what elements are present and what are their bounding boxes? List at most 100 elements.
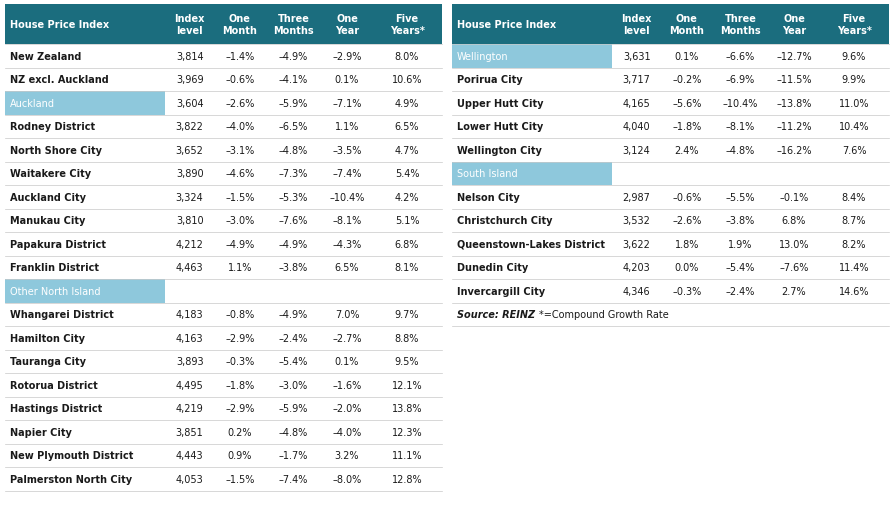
Text: –0.3%: –0.3%	[225, 357, 254, 367]
Text: 8.0%: 8.0%	[395, 52, 419, 62]
Text: –4.9%: –4.9%	[225, 239, 254, 249]
Text: Hastings District: Hastings District	[10, 403, 102, 414]
Text: 3,717: 3,717	[623, 75, 650, 85]
Text: Napier City: Napier City	[10, 427, 72, 437]
Text: –2.4%: –2.4%	[726, 286, 755, 296]
Text: –4.8%: –4.8%	[726, 145, 755, 156]
Bar	[165, 279, 442, 303]
Bar	[5, 92, 165, 115]
Text: 0.9%: 0.9%	[228, 450, 252, 461]
Text: New Zealand: New Zealand	[10, 52, 82, 62]
Bar	[5, 350, 442, 373]
Text: One
Year: One Year	[335, 14, 359, 36]
Text: –5.4%: –5.4%	[726, 263, 755, 273]
Text: Wellington City: Wellington City	[457, 145, 542, 156]
Bar	[452, 139, 889, 162]
Text: 12.8%: 12.8%	[392, 474, 422, 484]
Text: –1.8%: –1.8%	[225, 380, 254, 390]
Bar	[452, 256, 889, 279]
Bar	[5, 303, 442, 326]
Text: 3,124: 3,124	[623, 145, 650, 156]
Text: 3,652: 3,652	[176, 145, 203, 156]
Text: Nelson City: Nelson City	[457, 192, 520, 203]
Text: 4,495: 4,495	[176, 380, 203, 390]
Text: –0.8%: –0.8%	[225, 310, 254, 320]
Text: –7.6%: –7.6%	[279, 216, 308, 226]
Text: 3,532: 3,532	[623, 216, 650, 226]
Bar	[611, 162, 889, 186]
Text: –8.1%: –8.1%	[332, 216, 362, 226]
Text: 3,324: 3,324	[176, 192, 203, 203]
Text: 7.0%: 7.0%	[335, 310, 359, 320]
Bar	[452, 45, 611, 68]
Text: –1.5%: –1.5%	[225, 474, 254, 484]
Text: 3,631: 3,631	[623, 52, 650, 62]
Text: Invercargill City: Invercargill City	[457, 286, 545, 296]
Text: –1.7%: –1.7%	[279, 450, 308, 461]
Text: 8.4%: 8.4%	[842, 192, 866, 203]
Text: Whangarei District: Whangarei District	[10, 310, 114, 320]
Text: 6.5%: 6.5%	[335, 263, 359, 273]
Text: 13.8%: 13.8%	[392, 403, 422, 414]
Text: South Island: South Island	[457, 169, 518, 179]
Text: –2.9%: –2.9%	[332, 52, 362, 62]
Bar	[5, 5, 442, 490]
Text: 9.6%: 9.6%	[842, 52, 866, 62]
Text: 12.1%: 12.1%	[392, 380, 422, 390]
Text: –0.6%: –0.6%	[225, 75, 254, 85]
Text: 3,890: 3,890	[176, 169, 203, 179]
Bar	[452, 279, 889, 303]
Bar	[5, 326, 442, 350]
Text: Three
Months: Three Months	[720, 14, 761, 36]
Text: –1.4%: –1.4%	[225, 52, 254, 62]
Text: 4.7%: 4.7%	[395, 145, 419, 156]
Text: 6.8%: 6.8%	[782, 216, 806, 226]
Text: –7.6%: –7.6%	[780, 263, 809, 273]
Text: 4,219: 4,219	[176, 403, 203, 414]
Text: New Plymouth District: New Plymouth District	[10, 450, 134, 461]
Text: 4,165: 4,165	[623, 98, 650, 109]
Bar	[452, 209, 889, 232]
Text: –6.6%: –6.6%	[726, 52, 755, 62]
Text: 0.1%: 0.1%	[335, 75, 359, 85]
Text: Upper Hutt City: Upper Hutt City	[457, 98, 544, 109]
Text: 2.4%: 2.4%	[675, 145, 699, 156]
Text: 3,893: 3,893	[176, 357, 203, 367]
Text: Five
Years*: Five Years*	[390, 14, 425, 36]
Text: 5.1%: 5.1%	[395, 216, 419, 226]
Bar	[452, 115, 889, 139]
Text: –6.9%: –6.9%	[726, 75, 755, 85]
Text: 14.6%: 14.6%	[839, 286, 869, 296]
Text: NZ excl. Auckland: NZ excl. Auckland	[10, 75, 108, 85]
Text: 4,346: 4,346	[623, 286, 650, 296]
Text: 3.2%: 3.2%	[335, 450, 359, 461]
Text: 0.0%: 0.0%	[675, 263, 699, 273]
Text: –0.1%: –0.1%	[780, 192, 808, 203]
Text: 9.5%: 9.5%	[395, 357, 419, 367]
Text: Lower Hutt City: Lower Hutt City	[457, 122, 543, 132]
Text: Source: REINZ: Source: REINZ	[457, 310, 535, 320]
Bar	[5, 5, 442, 45]
Text: 1.8%: 1.8%	[675, 239, 699, 249]
Text: –11.5%: –11.5%	[776, 75, 812, 85]
Bar	[5, 186, 442, 209]
Text: –4.9%: –4.9%	[279, 239, 308, 249]
Text: Auckland: Auckland	[10, 98, 55, 109]
Text: –6.5%: –6.5%	[279, 122, 308, 132]
Text: –2.4%: –2.4%	[279, 333, 308, 343]
Bar	[5, 279, 165, 303]
Text: 4,053: 4,053	[176, 474, 203, 484]
Text: One
Month: One Month	[669, 14, 704, 36]
Text: –5.6%: –5.6%	[672, 98, 702, 109]
Text: 9.9%: 9.9%	[842, 75, 866, 85]
Bar	[5, 373, 442, 397]
Text: –3.0%: –3.0%	[279, 380, 308, 390]
Text: Waitakere City: Waitakere City	[10, 169, 91, 179]
Text: –11.2%: –11.2%	[776, 122, 812, 132]
Text: –0.3%: –0.3%	[672, 286, 702, 296]
Text: Dunedin City: Dunedin City	[457, 263, 529, 273]
Text: 9.7%: 9.7%	[395, 310, 419, 320]
Bar	[5, 45, 442, 68]
Text: 1.1%: 1.1%	[228, 263, 252, 273]
Text: –2.6%: –2.6%	[225, 98, 254, 109]
